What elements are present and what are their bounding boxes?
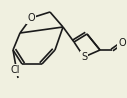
Text: S: S — [81, 52, 87, 62]
Text: Cl: Cl — [11, 65, 20, 75]
Text: O: O — [118, 38, 126, 48]
Text: O: O — [27, 13, 35, 23]
